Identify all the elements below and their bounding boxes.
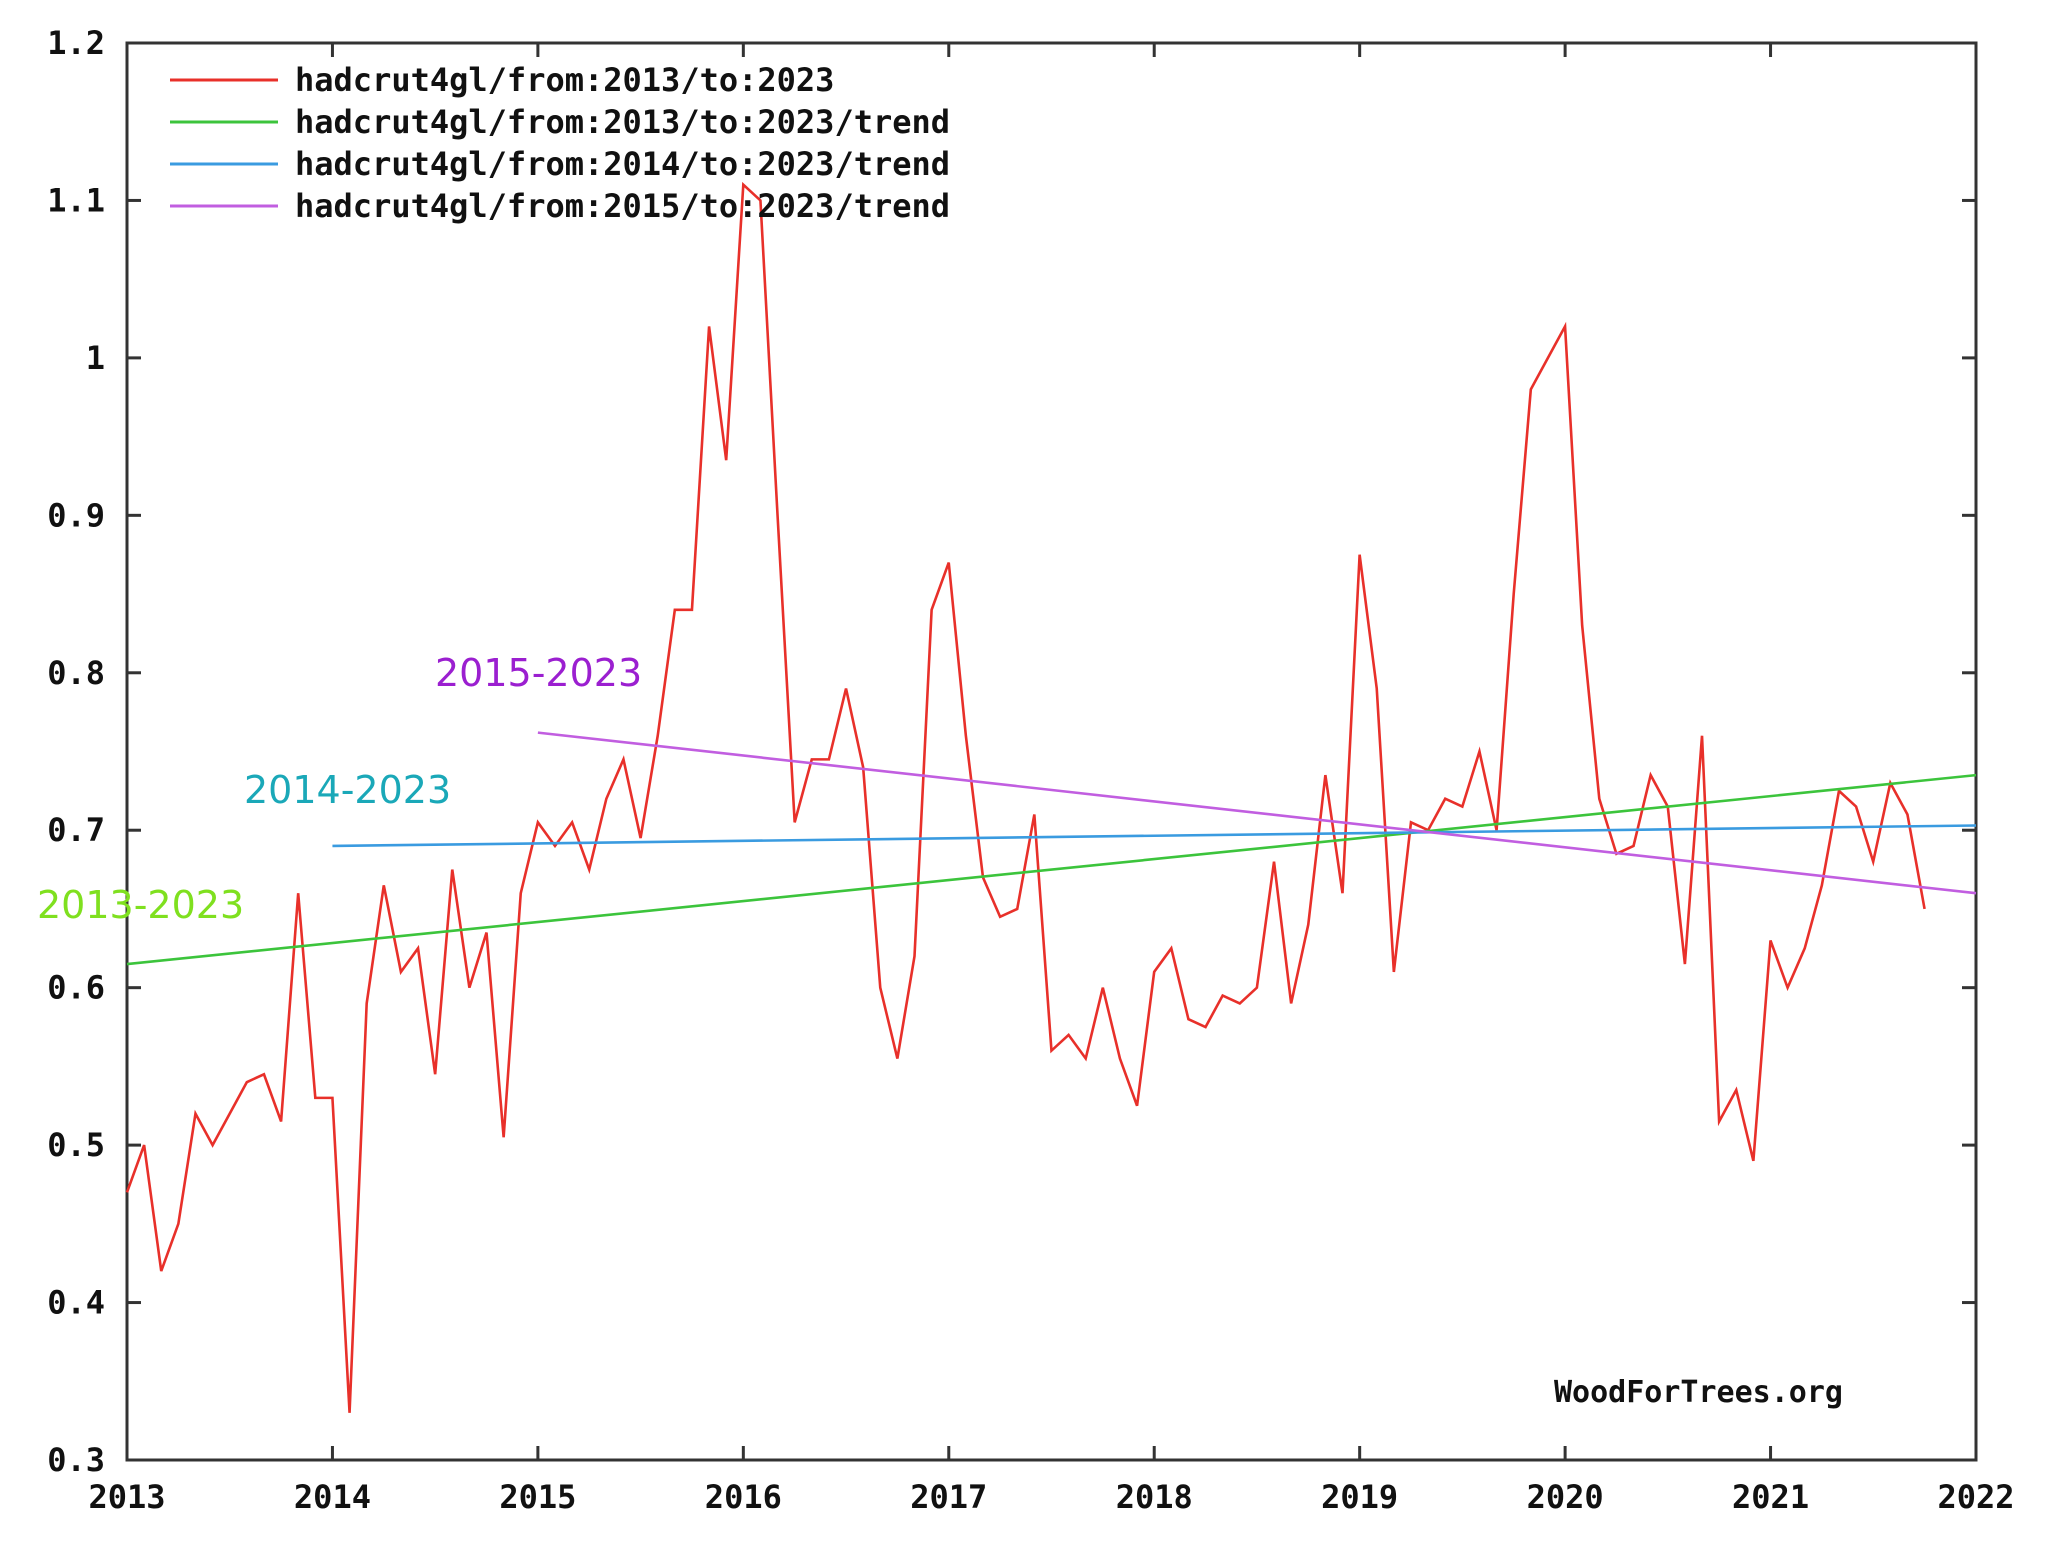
x-tick-label: 2017 bbox=[910, 1478, 987, 1516]
y-tick-label: 0.3 bbox=[47, 1441, 105, 1479]
y-tick-label: 1 bbox=[86, 339, 105, 377]
series-line-2 bbox=[332, 824, 1977, 848]
plot-frame bbox=[125, 41, 1978, 1462]
axes: 0.3 0.4 0.5 0.6 0.7 0.8 0.9 1 1.1 1.2 2013 2014 2015… bbox=[47, 24, 2014, 1516]
series-line-0 bbox=[125, 181, 1926, 1413]
legend-label: hadcrut4gl/from:2014/to:2023/trend bbox=[295, 145, 950, 183]
y-tick-label: 0.8 bbox=[47, 654, 105, 692]
x-tick-label: 2022 bbox=[1937, 1478, 2014, 1516]
watermark: WoodForTrees.org bbox=[1554, 1375, 1843, 1410]
x-tick-label: 2019 bbox=[1321, 1478, 1398, 1516]
x-tick-label: 2020 bbox=[1527, 1478, 1604, 1516]
legend-label: hadcrut4gl/from:2013/to:2023/trend bbox=[295, 103, 950, 141]
x-tick-label: 2016 bbox=[705, 1478, 782, 1516]
x-tick-label: 2015 bbox=[499, 1478, 576, 1516]
series-line-3 bbox=[537, 731, 1977, 895]
y-tick-label: 0.9 bbox=[47, 496, 105, 534]
y-tick-label: 0.6 bbox=[47, 969, 105, 1007]
legend: hadcrut4gl/from:2013/to:2023 hadcrut4gl/f… bbox=[170, 61, 950, 225]
y-tick-label: 0.5 bbox=[47, 1126, 105, 1164]
x-tick-label: 2018 bbox=[1116, 1478, 1193, 1516]
x-tick-label: 2021 bbox=[1732, 1478, 1809, 1516]
y-tick-label: 0.7 bbox=[47, 811, 105, 849]
series-lines bbox=[125, 181, 1977, 1413]
legend-label: hadcrut4gl/from:2013/to:2023 bbox=[295, 61, 834, 99]
y-tick-label: 1.1 bbox=[47, 181, 105, 219]
annotation-2014-2023: 2014-2023 bbox=[244, 768, 451, 812]
x-tick-label: 2013 bbox=[88, 1478, 165, 1516]
y-tick-label: 0.4 bbox=[47, 1284, 105, 1322]
y-tick-label: 1.2 bbox=[47, 24, 105, 62]
series-line-1 bbox=[126, 773, 1977, 966]
legend-label: hadcrut4gl/from:2015/to:2023/trend bbox=[295, 187, 950, 225]
annotation-2015-2023: 2015-2023 bbox=[435, 651, 642, 695]
x-tick-label: 2014 bbox=[294, 1478, 371, 1516]
annotation-2013-2023: 2013-2023 bbox=[37, 883, 244, 927]
